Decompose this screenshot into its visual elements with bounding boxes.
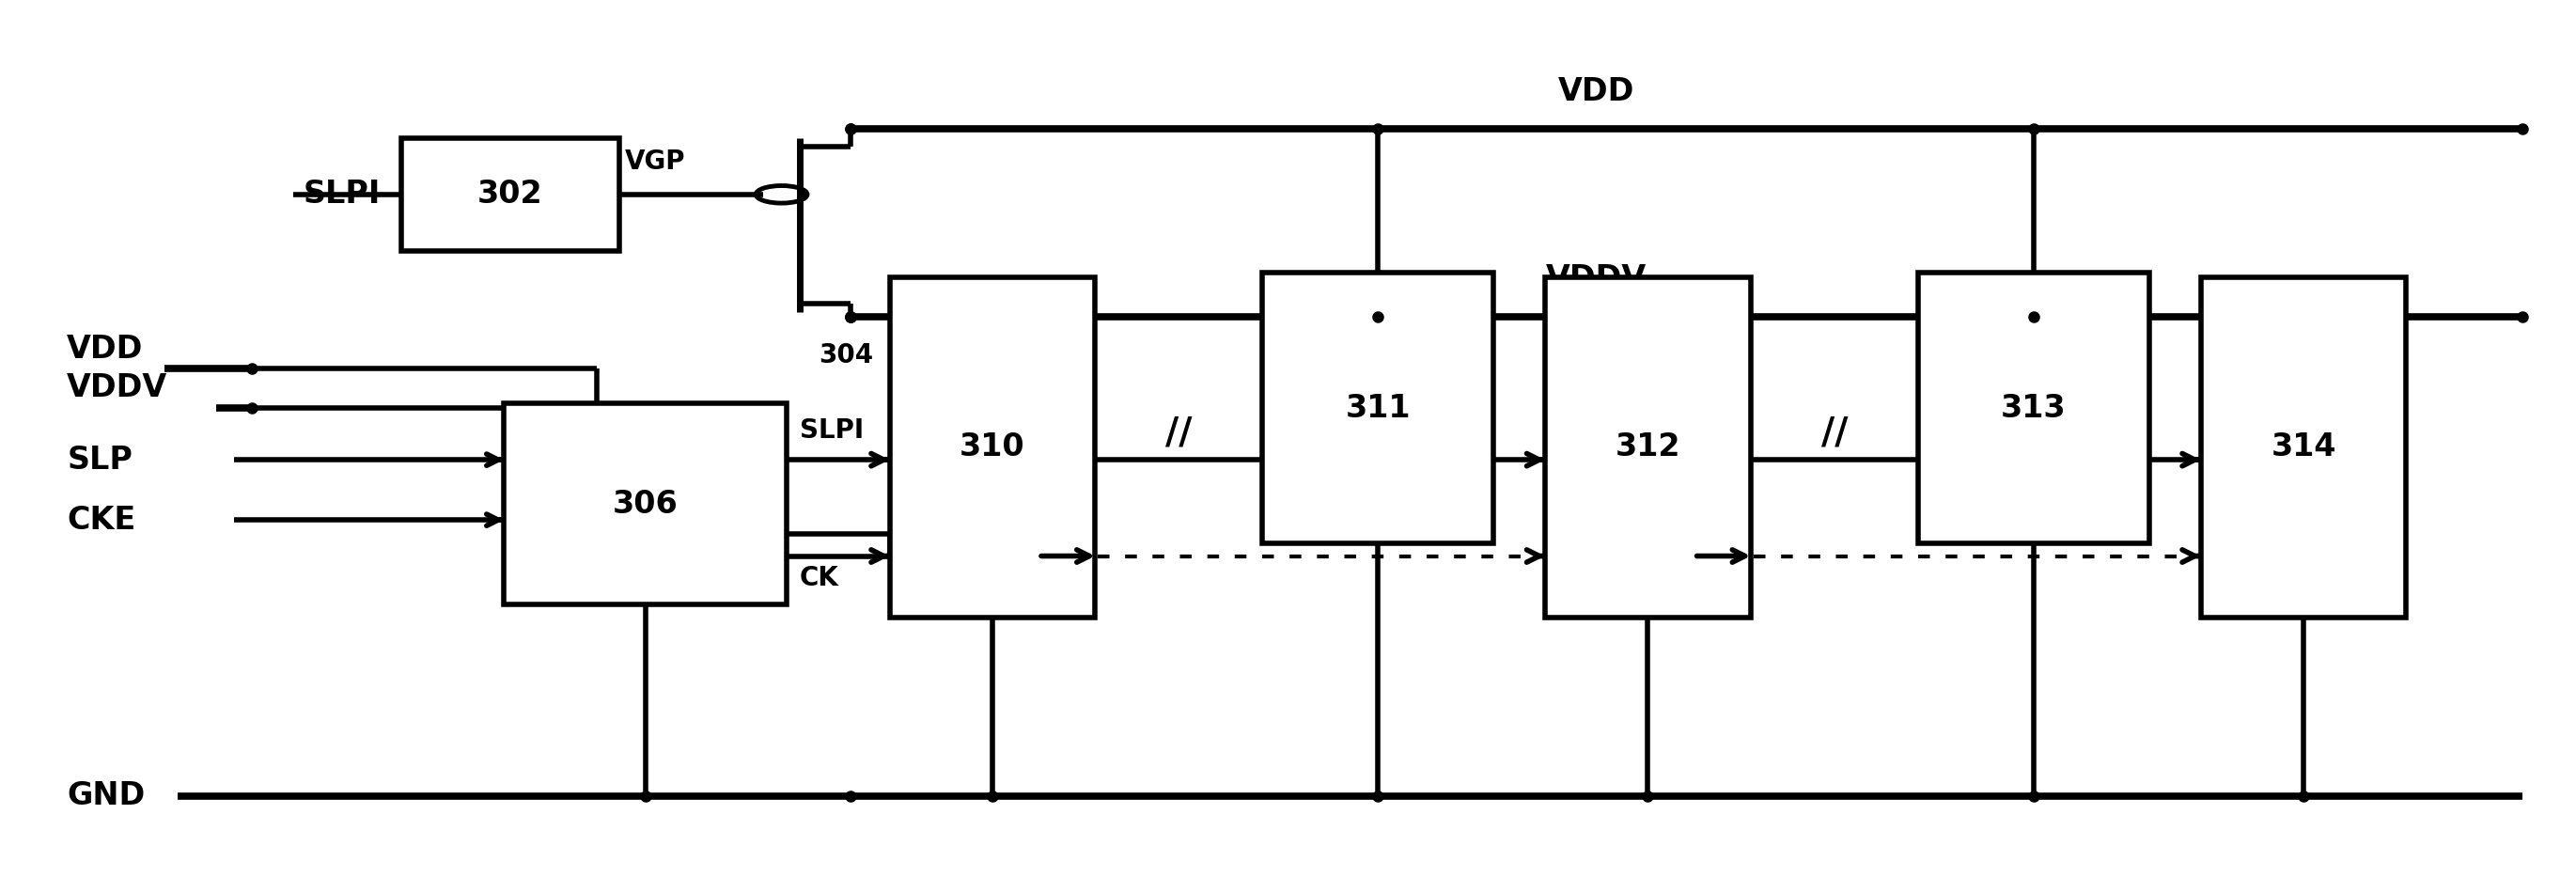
Text: CK: CK [799, 565, 840, 591]
Bar [505, 403, 786, 604]
Bar [1919, 273, 2148, 543]
Text: SLPI: SLPI [799, 417, 863, 444]
Text: 313: 313 [2002, 393, 2066, 424]
Text: 312: 312 [1615, 431, 1680, 463]
Text: VDD: VDD [1558, 76, 1636, 107]
Text: VGP: VGP [626, 149, 685, 175]
Bar [2200, 277, 2406, 617]
Text: //: // [1164, 416, 1193, 451]
Bar [1262, 273, 1494, 543]
Text: 304: 304 [819, 343, 873, 369]
Bar [889, 277, 1095, 617]
Bar [402, 138, 621, 251]
Text: SLPI: SLPI [304, 179, 381, 210]
Text: 310: 310 [961, 431, 1025, 463]
Text: 314: 314 [2272, 431, 2336, 463]
Text: VDD: VDD [67, 333, 144, 365]
Text: //: // [1821, 416, 1847, 451]
Text: SLP: SLP [67, 445, 131, 475]
Text: VDDV: VDDV [1546, 264, 1646, 295]
Text: 306: 306 [613, 488, 677, 519]
Text: 311: 311 [1345, 393, 1412, 424]
Text: CKE: CKE [67, 504, 137, 536]
Text: 302: 302 [477, 179, 544, 210]
Bar [1546, 277, 1752, 617]
Text: VDDV: VDDV [67, 373, 167, 403]
Text: GND: GND [67, 781, 144, 811]
